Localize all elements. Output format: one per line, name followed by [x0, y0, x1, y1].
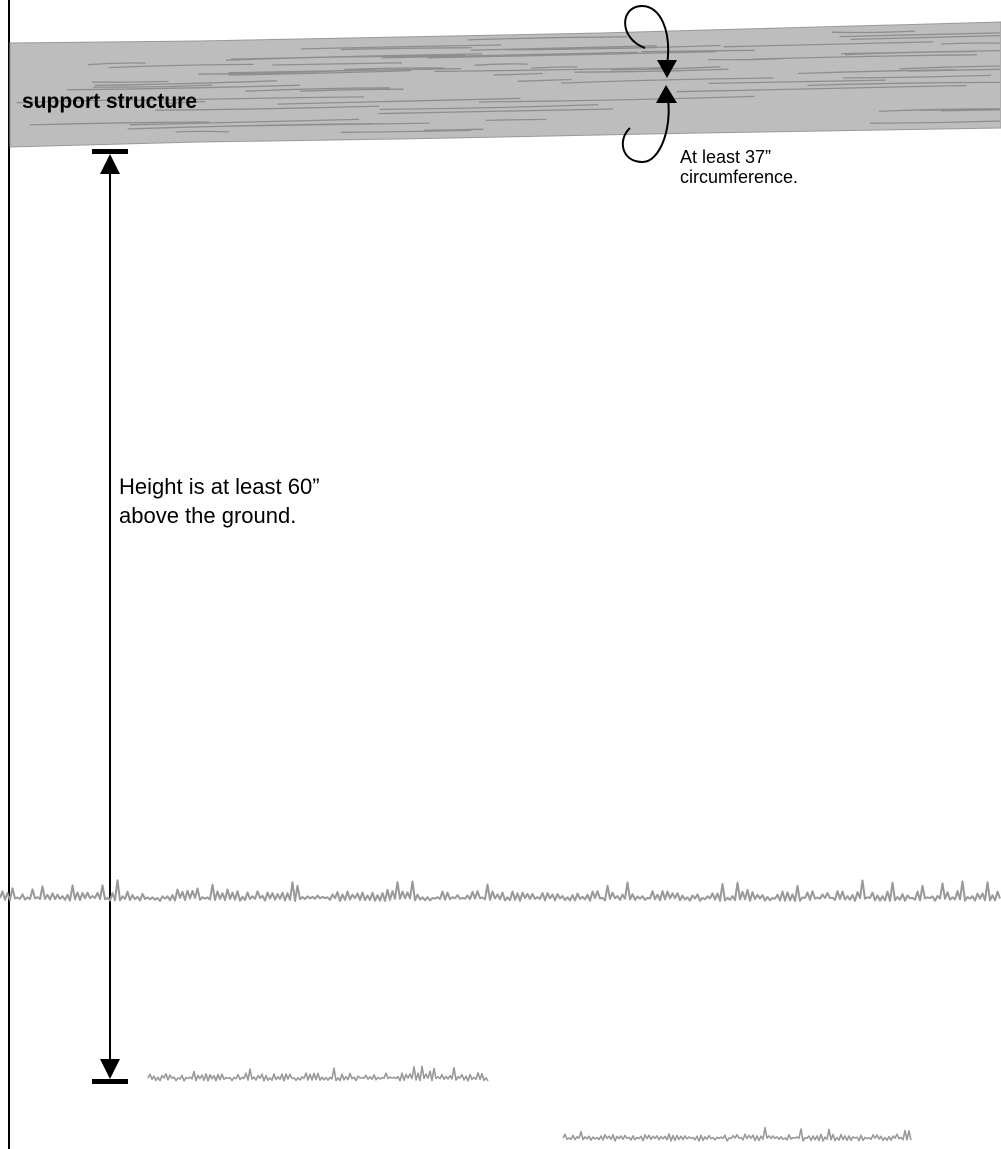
height-label-line1: Height is at least 60” — [119, 474, 320, 499]
height-top-cap — [92, 149, 128, 154]
wood-grain-streak — [66, 84, 300, 91]
wood-grain-streak — [344, 67, 445, 71]
height-arrowhead-up — [100, 154, 120, 174]
wood-grain-streak — [379, 103, 599, 111]
wood-grain-streak — [381, 51, 638, 59]
grass-main-row — [0, 879, 1001, 902]
wood-grain-streak — [245, 87, 391, 92]
wood-grain-streak — [340, 47, 472, 51]
wood-grain-streak — [92, 84, 213, 88]
grass-tuft-left — [147, 1065, 489, 1082]
grass-tuft-right — [562, 1126, 912, 1142]
wood-grain-streak — [434, 66, 667, 73]
wood-grain-streak — [340, 129, 471, 133]
wood-grain-streak — [574, 68, 729, 73]
wood-grain-streak — [164, 100, 205, 104]
height-label: Height is at least 60” above the ground. — [119, 472, 320, 530]
wood-grain-streak — [377, 108, 614, 115]
circumference-label: At least 37” circumference. — [680, 147, 798, 187]
circumference-label-line2: circumference. — [680, 167, 799, 187]
wood-grain-streak — [129, 118, 360, 126]
wood-grain-streak — [517, 78, 572, 82]
wood-grain — [16, 30, 1001, 133]
wood-grain-streak — [300, 88, 404, 92]
wood-grain-streak — [752, 54, 977, 60]
wood-grain-streak — [467, 36, 628, 41]
circumference-arrow-upper-arc — [624, 4, 670, 67]
wood-grain-streak — [87, 62, 146, 66]
wood-grain-streak — [226, 122, 430, 127]
wood-grain-streak — [708, 79, 886, 85]
wood-grain-streak — [798, 69, 956, 75]
wood-grain-streak — [807, 81, 1001, 87]
wood-grain-streak — [112, 80, 277, 86]
wood-grain-streak — [641, 49, 755, 53]
wood-grain-streak — [844, 50, 975, 56]
wood-grain-streak — [532, 44, 721, 51]
wood-grain-streak — [228, 68, 462, 74]
circumference-label-line1: At least 37” — [680, 147, 772, 167]
wood-grain-streak — [941, 109, 1001, 112]
wood-beam — [9, 21, 1001, 148]
wood-grain-streak — [493, 72, 543, 76]
wood-grain-streak — [839, 32, 1001, 38]
wood-grain-streak — [561, 77, 774, 84]
wood-grain-streak — [228, 69, 411, 76]
wood-grain-streak — [485, 118, 547, 122]
wood-grain-streak — [470, 45, 657, 51]
wood-grain-streak — [478, 95, 755, 103]
wood-grain-streak — [869, 120, 1001, 124]
wood-grain-streak — [842, 74, 991, 79]
wood-grain-streak — [29, 121, 210, 126]
wood-grain-streak — [879, 108, 1001, 112]
wood-grain-streak — [850, 34, 1001, 41]
height-label-line2: above the ground. — [119, 503, 297, 528]
wood-grain-streak — [277, 97, 521, 105]
wood-grain-streak — [474, 63, 528, 66]
circumference-arrow-lower-arc — [621, 86, 670, 164]
wood-grain-streak — [301, 44, 502, 50]
circumference-arrow — [621, 4, 677, 164]
wood-grain-streak — [423, 128, 484, 131]
wood-beam-body — [9, 21, 1001, 148]
wood-grain-streak — [16, 99, 151, 104]
support-structure-label: support structure — [22, 90, 198, 113]
wood-grain-streak — [341, 54, 465, 58]
circumference-arrowhead-down — [657, 60, 677, 78]
wood-grain-streak — [91, 80, 169, 83]
wood-grain-streak — [676, 84, 967, 93]
wood-grain-streak — [941, 42, 1001, 45]
circumference-arrowhead-up — [656, 85, 677, 103]
wood-grain-streak — [135, 96, 365, 102]
wood-grain-streak — [899, 65, 1001, 70]
height-arrowhead-down — [100, 1059, 120, 1079]
wood-grain-streak — [108, 63, 254, 69]
wood-grain-streak — [531, 66, 578, 69]
wood-grain-streak — [831, 30, 916, 34]
height-bottom-cap — [92, 1079, 128, 1084]
wood-grain-streak — [155, 105, 380, 111]
height-dimension — [92, 149, 128, 1084]
wood-grain-streak — [427, 51, 717, 59]
wood-grain-streak — [723, 41, 934, 48]
wood-grain-streak — [175, 130, 229, 133]
wood-grain-streak — [272, 62, 403, 66]
